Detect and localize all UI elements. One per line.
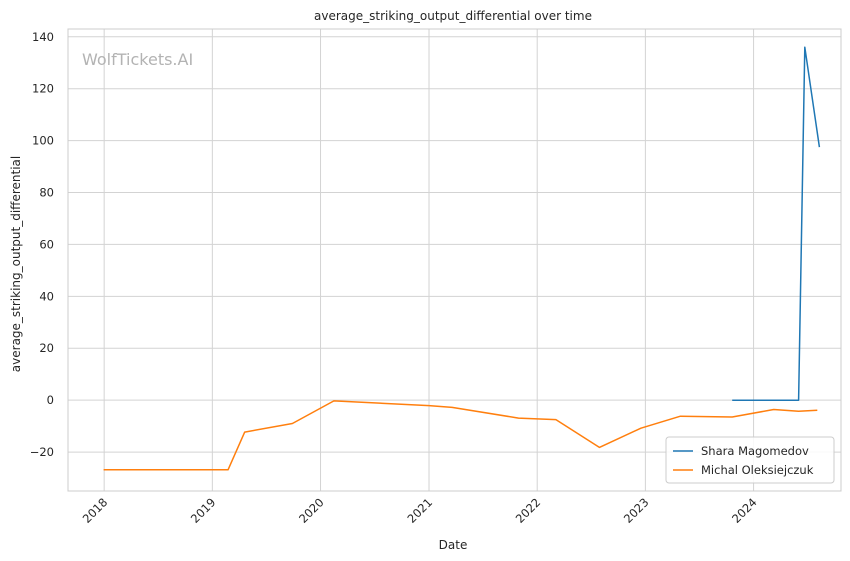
legend-label: Michal Oleksiejczuk	[701, 463, 814, 477]
y-tick-labels: −20 0 20 40 60 80 100 120 140	[30, 30, 54, 459]
y-tick-label: 120	[32, 82, 54, 96]
legend-box	[665, 436, 835, 484]
y-tick-label: 80	[39, 186, 54, 200]
x-axis-label: Date	[439, 538, 468, 552]
x-tick-label: 2019	[188, 495, 219, 526]
legend: Shara Magomedov Michal Oleksiejczuk	[665, 436, 835, 484]
x-tick-label: 2024	[729, 495, 760, 526]
x-tick-labels: 2018 2019 2020 2021 2022 2023 2024	[80, 495, 760, 526]
plot-area	[68, 29, 841, 491]
y-tick-label: 60	[39, 237, 54, 251]
series-line	[732, 46, 821, 401]
x-tick-label: 2021	[405, 495, 436, 526]
y-tick-label: 0	[47, 393, 54, 407]
y-tick-label: 140	[32, 30, 54, 44]
y-tick-label: 40	[39, 289, 54, 303]
y-axis-label: average_striking_output_differential	[9, 156, 23, 372]
axes	[67, 28, 842, 492]
x-tick-label: 2022	[513, 495, 544, 526]
series-line	[103, 400, 818, 471]
watermark: WolfTickets.AI	[82, 50, 193, 69]
series-lines	[103, 46, 821, 471]
plot-background	[68, 29, 841, 491]
legend-label: Shara Magomedov	[701, 444, 809, 458]
y-tick-label: −20	[30, 445, 54, 459]
y-tick-label: 100	[32, 134, 54, 148]
chart-title: average_striking_output_differential ove…	[314, 9, 592, 23]
x-tick-label: 2018	[80, 495, 111, 526]
x-tick-label: 2020	[296, 495, 327, 526]
y-tick-label: 20	[39, 341, 54, 355]
grid-lines	[68, 29, 841, 491]
x-tick-label: 2023	[621, 495, 652, 526]
plot-border	[67, 28, 842, 492]
